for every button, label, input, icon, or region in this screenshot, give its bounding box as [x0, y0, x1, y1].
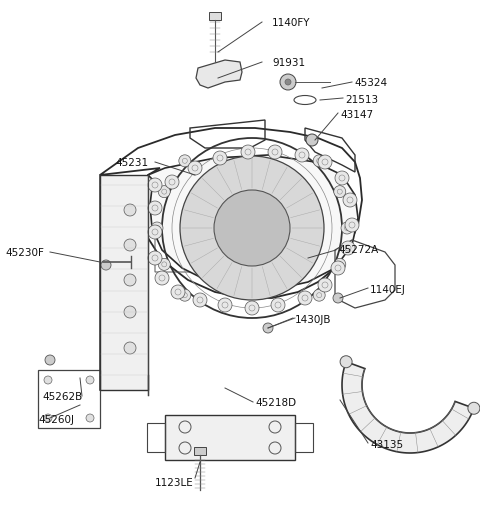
Polygon shape	[148, 155, 358, 290]
Circle shape	[343, 193, 357, 207]
Circle shape	[124, 342, 136, 354]
Text: 45262B: 45262B	[42, 392, 82, 402]
Text: 45272A: 45272A	[338, 245, 378, 255]
Circle shape	[148, 178, 162, 192]
Text: 45218D: 45218D	[255, 398, 296, 408]
Text: 1430JB: 1430JB	[295, 315, 332, 325]
Circle shape	[468, 402, 480, 414]
Circle shape	[124, 204, 136, 216]
Circle shape	[101, 260, 111, 270]
Circle shape	[345, 218, 359, 232]
Circle shape	[285, 79, 291, 85]
Circle shape	[44, 376, 52, 384]
Text: 43147: 43147	[340, 110, 373, 120]
Circle shape	[86, 376, 94, 384]
Circle shape	[171, 285, 185, 299]
Circle shape	[263, 323, 273, 333]
Circle shape	[298, 291, 312, 305]
Text: 1123LE: 1123LE	[155, 478, 194, 488]
Circle shape	[245, 301, 259, 315]
Circle shape	[341, 241, 355, 255]
Circle shape	[188, 161, 202, 175]
Circle shape	[165, 175, 179, 189]
Circle shape	[180, 156, 324, 300]
Circle shape	[318, 278, 332, 292]
Circle shape	[313, 155, 325, 167]
Polygon shape	[196, 60, 242, 88]
Circle shape	[334, 186, 346, 198]
Circle shape	[268, 145, 282, 159]
Circle shape	[213, 151, 227, 165]
Text: 43135: 43135	[370, 440, 403, 450]
Circle shape	[218, 298, 232, 312]
Circle shape	[158, 186, 170, 198]
Circle shape	[318, 155, 332, 169]
Polygon shape	[342, 361, 474, 453]
Text: 1140FY: 1140FY	[272, 18, 311, 28]
Circle shape	[306, 134, 318, 146]
Circle shape	[124, 239, 136, 251]
Bar	[165, 415, 295, 460]
Circle shape	[340, 356, 352, 368]
Circle shape	[44, 414, 52, 422]
Circle shape	[271, 298, 285, 312]
Text: 45231: 45231	[115, 158, 148, 168]
Circle shape	[313, 289, 325, 301]
Circle shape	[179, 289, 191, 301]
Bar	[209, 12, 221, 20]
Circle shape	[158, 259, 170, 270]
Circle shape	[335, 171, 349, 185]
Circle shape	[331, 261, 345, 275]
Text: 21513: 21513	[345, 95, 378, 105]
Circle shape	[45, 355, 55, 365]
Text: 1140EJ: 1140EJ	[370, 285, 406, 295]
Circle shape	[333, 293, 343, 303]
Bar	[38, 370, 100, 428]
Circle shape	[148, 251, 162, 265]
Circle shape	[295, 148, 309, 162]
Text: 45260J: 45260J	[38, 415, 74, 425]
Text: 91931: 91931	[272, 58, 305, 68]
Text: 45230F: 45230F	[5, 248, 44, 258]
Polygon shape	[100, 175, 148, 390]
Circle shape	[148, 201, 162, 215]
Circle shape	[214, 190, 290, 266]
Bar	[194, 447, 206, 455]
Circle shape	[148, 225, 162, 239]
Circle shape	[151, 222, 163, 234]
Circle shape	[334, 259, 346, 270]
Text: 45324: 45324	[354, 78, 387, 88]
Circle shape	[193, 293, 207, 307]
Circle shape	[124, 274, 136, 286]
Circle shape	[179, 155, 191, 167]
Circle shape	[155, 271, 169, 285]
Circle shape	[280, 74, 296, 90]
Circle shape	[124, 306, 136, 318]
Circle shape	[341, 222, 353, 234]
Circle shape	[241, 145, 255, 159]
Circle shape	[86, 414, 94, 422]
